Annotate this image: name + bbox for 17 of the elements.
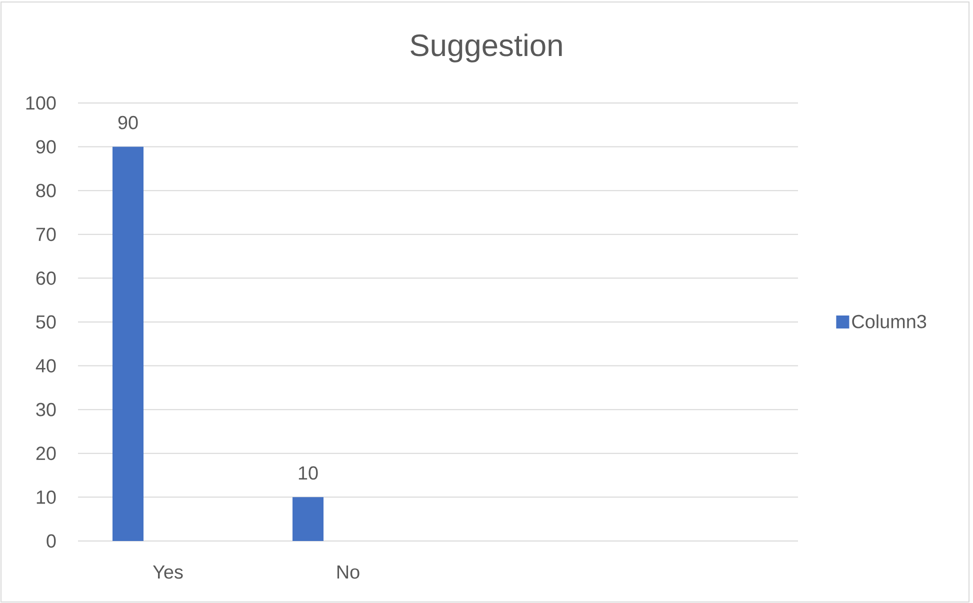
y-tick-label: 70 <box>36 228 56 242</box>
y-tick-label: 10 <box>36 490 56 504</box>
y-tick-label: 20 <box>36 446 56 460</box>
legend-label: Column3 <box>852 314 926 328</box>
y-tick-label: 90 <box>36 140 56 154</box>
data-label: 90 <box>118 116 138 130</box>
chart-title: Suggestion <box>410 34 562 62</box>
y-tick-label: 60 <box>36 271 56 285</box>
x-tick-label: No <box>337 566 360 579</box>
data-label: 10 <box>298 466 318 480</box>
y-tick-label: 40 <box>36 359 56 372</box>
y-tick-label: 30 <box>36 402 56 416</box>
y-tick-label: 0 <box>46 534 56 548</box>
y-tick-label: 80 <box>36 184 56 198</box>
y-tick-label: 100 <box>26 96 56 110</box>
y-tick-label: 50 <box>36 315 56 329</box>
x-tick-label: Yes <box>152 566 183 579</box>
